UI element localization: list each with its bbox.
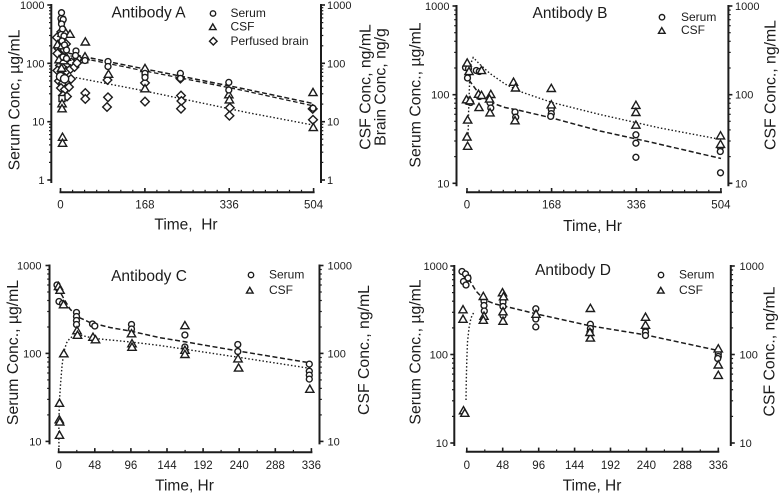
svg-text:288: 288 xyxy=(266,460,285,472)
svg-text:10: 10 xyxy=(29,436,41,448)
svg-text:1000: 1000 xyxy=(425,1,449,13)
svg-text:100: 100 xyxy=(327,58,345,70)
svg-text:168: 168 xyxy=(542,200,561,212)
svg-text:1000: 1000 xyxy=(424,261,448,273)
svg-text:48: 48 xyxy=(88,460,101,472)
svg-text:Antibody C: Antibody C xyxy=(111,268,187,285)
svg-text:336: 336 xyxy=(302,460,321,472)
svg-text:CSF Conc., ng/mL: CSF Conc., ng/mL xyxy=(762,286,779,416)
svg-text:Serum Conc, µg/mL: Serum Conc, µg/mL xyxy=(7,29,24,170)
svg-text:Time, Hr: Time, Hr xyxy=(563,218,622,235)
svg-text:10: 10 xyxy=(328,436,340,448)
svg-text:10: 10 xyxy=(32,117,44,129)
svg-text:CSF: CSF xyxy=(269,283,293,297)
svg-text:10: 10 xyxy=(437,178,449,190)
svg-text:10: 10 xyxy=(436,438,448,450)
svg-text:1000: 1000 xyxy=(735,1,759,13)
svg-text:96: 96 xyxy=(532,460,545,472)
svg-text:1000: 1000 xyxy=(17,261,41,273)
svg-text:100: 100 xyxy=(23,348,41,360)
svg-text:336: 336 xyxy=(709,460,728,472)
svg-text:192: 192 xyxy=(601,460,620,472)
svg-text:336: 336 xyxy=(627,200,646,212)
svg-text:144: 144 xyxy=(157,460,177,472)
svg-text:Antibody B: Antibody B xyxy=(533,5,608,22)
svg-text:100: 100 xyxy=(735,90,753,102)
svg-text:100: 100 xyxy=(430,350,448,362)
svg-text:1: 1 xyxy=(327,175,333,187)
svg-text:504: 504 xyxy=(711,200,731,212)
svg-text:240: 240 xyxy=(230,460,249,472)
svg-text:10: 10 xyxy=(327,117,339,129)
svg-text:1: 1 xyxy=(38,175,44,187)
svg-text:Time, Hr: Time, Hr xyxy=(563,478,622,495)
svg-text:100: 100 xyxy=(431,90,449,102)
svg-text:48: 48 xyxy=(496,460,509,472)
svg-text:Perfused brain: Perfused brain xyxy=(231,34,309,48)
svg-text:10: 10 xyxy=(735,178,747,190)
svg-text:0: 0 xyxy=(57,200,63,212)
svg-text:CSF Conc., ng/mL: CSF Conc., ng/mL xyxy=(356,285,373,415)
svg-text:Time, Hr: Time, Hr xyxy=(154,217,217,234)
svg-text:168: 168 xyxy=(135,200,154,212)
svg-text:240: 240 xyxy=(637,460,656,472)
svg-text:504: 504 xyxy=(304,200,324,212)
svg-text:1000: 1000 xyxy=(20,0,44,12)
svg-text:Brain Conc, ng/g: Brain Conc, ng/g xyxy=(373,28,390,146)
svg-text:CSF Conc., ng/mL: CSF Conc., ng/mL xyxy=(763,20,780,150)
svg-text:Time, Hr: Time, Hr xyxy=(155,478,214,495)
svg-text:Antibody D: Antibody D xyxy=(535,262,611,279)
svg-text:100: 100 xyxy=(740,350,758,362)
svg-text:336: 336 xyxy=(220,200,239,212)
svg-text:Serum: Serum xyxy=(681,10,716,24)
svg-text:0: 0 xyxy=(55,460,61,472)
svg-text:100: 100 xyxy=(328,348,346,360)
svg-text:CSF Conc, ng/mL: CSF Conc, ng/mL xyxy=(358,24,375,150)
svg-text:Serum: Serum xyxy=(679,268,714,282)
svg-text:Serum Conc., µg/mL: Serum Conc., µg/mL xyxy=(408,279,425,424)
svg-text:192: 192 xyxy=(194,460,213,472)
svg-text:Serum: Serum xyxy=(231,6,266,20)
svg-text:1000: 1000 xyxy=(328,261,352,273)
svg-text:Antibody A: Antibody A xyxy=(111,5,186,22)
svg-text:1000: 1000 xyxy=(327,0,351,12)
svg-text:Serum Conc., µg/mL: Serum Conc., µg/mL xyxy=(5,280,22,425)
svg-text:CSF: CSF xyxy=(681,23,705,37)
svg-text:Serum: Serum xyxy=(269,268,304,282)
svg-text:288: 288 xyxy=(673,460,692,472)
svg-text:96: 96 xyxy=(125,460,138,472)
svg-text:CSF: CSF xyxy=(231,20,255,34)
svg-text:0: 0 xyxy=(464,460,470,472)
svg-text:0: 0 xyxy=(464,200,470,212)
svg-text:10: 10 xyxy=(740,438,752,450)
svg-text:1000: 1000 xyxy=(740,261,764,273)
svg-text:CSF: CSF xyxy=(679,283,703,297)
svg-text:144: 144 xyxy=(565,460,585,472)
svg-text:Serum Conc., µg/mL: Serum Conc., µg/mL xyxy=(408,22,425,167)
svg-text:100: 100 xyxy=(26,58,44,70)
